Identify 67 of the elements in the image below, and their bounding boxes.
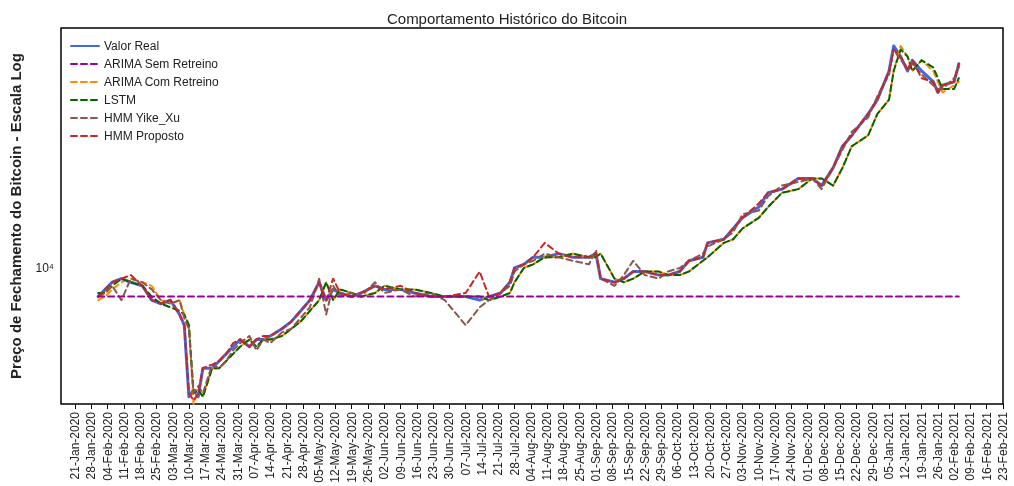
x-tick-label: 26-Jan-2021 bbox=[930, 411, 945, 480]
x-tick-label: 13-Oct-2020 bbox=[686, 411, 701, 479]
legend-label: HMM Proposto bbox=[104, 129, 185, 143]
x-tick-label: 07-Jul-2020 bbox=[458, 411, 473, 476]
x-tick-label: 28-Jul-2020 bbox=[507, 411, 522, 476]
text: 10⁴ bbox=[35, 261, 54, 275]
x-tick-label: 25-Aug-2020 bbox=[572, 411, 587, 482]
legend-label: HMM Yike_Xu bbox=[104, 111, 181, 125]
x-tick-label: 22-Sep-2020 bbox=[637, 411, 652, 482]
x-tick-label: 10-Nov-2020 bbox=[751, 411, 766, 482]
x-tick-label: 03-Mar-2020 bbox=[165, 411, 180, 481]
x-tick-label: 27-Oct-2020 bbox=[719, 411, 734, 479]
x-tick-label: 26-May-2020 bbox=[361, 411, 376, 483]
x-tick-label: 04-Aug-2020 bbox=[523, 411, 538, 482]
x-tick-label: 02-Feb-2021 bbox=[947, 411, 962, 481]
x-tick-label: 09-Jun-2020 bbox=[393, 411, 408, 480]
x-tick-label: 10-Mar-2020 bbox=[181, 411, 196, 481]
x-tick-label: 19-May-2020 bbox=[344, 411, 359, 483]
x-tick-label: 07-Apr-2020 bbox=[247, 411, 262, 479]
x-tick-label: 17-Nov-2020 bbox=[768, 411, 783, 482]
x-tick-label: 11-Feb-2020 bbox=[116, 411, 131, 480]
x-tick-label: 31-Mar-2020 bbox=[230, 411, 245, 481]
legend-label: ARIMA Com Retreino bbox=[104, 75, 220, 89]
x-tick-label: 01-Dec-2020 bbox=[800, 411, 815, 482]
x-tick-label: 19-Jan-2021 bbox=[914, 411, 929, 480]
x-tick-label: 14-Jul-2020 bbox=[474, 411, 489, 476]
x-tick-label: 24-Nov-2020 bbox=[784, 411, 799, 482]
x-tick-label: 18-Feb-2020 bbox=[133, 411, 148, 481]
x-tick-label: 14-Apr-2020 bbox=[263, 411, 278, 479]
x-tick-label: 11-Aug-2020 bbox=[540, 411, 555, 481]
x-tick-label: 29-Sep-2020 bbox=[654, 411, 669, 482]
x-tick-label: 30-Jun-2020 bbox=[442, 411, 457, 480]
x-tick-label: 16-Jun-2020 bbox=[409, 411, 424, 480]
x-tick-label: 05-Jan-2021 bbox=[882, 411, 897, 480]
x-tick-label: 24-Mar-2020 bbox=[214, 411, 229, 481]
x-tick-label: 21-Apr-2020 bbox=[279, 411, 294, 479]
x-tick-label: 15-Sep-2020 bbox=[621, 411, 636, 482]
x-tick-label: 01-Sep-2020 bbox=[588, 411, 603, 482]
x-tick-label: 23-Feb-2021 bbox=[996, 411, 1010, 481]
x-tick-label: 03-Nov-2020 bbox=[735, 411, 750, 482]
x-tick-label: 02-Jun-2020 bbox=[377, 411, 392, 480]
chart-title: Comportamento Histórico do Bitcoin bbox=[386, 10, 628, 27]
x-tick-label: 08-Dec-2020 bbox=[816, 411, 831, 482]
y-axis-title: Preço de Fechamento do Bitcoin - Escala Log bbox=[7, 53, 24, 379]
x-tick-label: 06-Oct-2020 bbox=[670, 411, 685, 479]
x-tick-label: 28-Apr-2020 bbox=[295, 411, 310, 479]
x-tick-label: 16-Feb-2021 bbox=[979, 411, 994, 481]
x-tick-label: 12-May-2020 bbox=[328, 411, 343, 483]
x-tick-label: 22-Dec-2020 bbox=[849, 411, 864, 482]
legend-label: LSTM bbox=[104, 93, 137, 107]
x-tick-label: 17-Mar-2020 bbox=[198, 411, 213, 481]
legend-label: Valor Real bbox=[104, 39, 160, 53]
x-tick-label: 08-Sep-2020 bbox=[605, 411, 620, 482]
x-tick-label: 21-Jul-2020 bbox=[491, 411, 506, 476]
x-tick-label: 20-Oct-2020 bbox=[702, 411, 717, 479]
x-tick-label: 04-Feb-2020 bbox=[100, 411, 115, 481]
x-tick-label: 23-Jun-2020 bbox=[426, 411, 441, 480]
x-tick-label: 18-Aug-2020 bbox=[556, 411, 571, 482]
x-tick-label: 25-Feb-2020 bbox=[149, 411, 164, 481]
legend-label: ARIMA Sem Retreino bbox=[104, 57, 219, 71]
x-tick-label: 28-Jan-2020 bbox=[84, 411, 99, 480]
x-tick-label: 09-Feb-2021 bbox=[963, 411, 978, 481]
x-tick-label: 29-Dec-2020 bbox=[865, 411, 880, 482]
x-tick-label: 12-Jan-2021 bbox=[898, 411, 913, 480]
x-tick-label: 15-Dec-2020 bbox=[833, 411, 848, 482]
x-tick-label: 05-May-2020 bbox=[312, 411, 327, 483]
x-tick-label: 21-Jan-2020 bbox=[67, 411, 82, 480]
